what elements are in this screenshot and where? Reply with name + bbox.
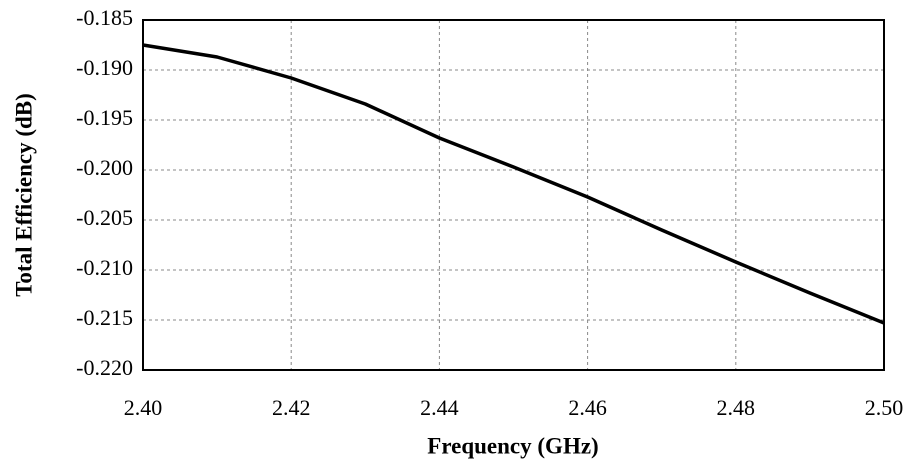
y-tick-label: -0.185	[76, 5, 133, 30]
y-tick-label: -0.215	[76, 305, 133, 330]
y-tick-label: -0.195	[76, 105, 133, 130]
x-tick-label: 2.50	[865, 395, 904, 420]
x-tick-label: 2.40	[124, 395, 163, 420]
y-tick-label: -0.205	[76, 205, 133, 230]
y-tick-label: -0.210	[76, 255, 133, 280]
data-line	[142, 43, 885, 325]
x-tick-label: 2.46	[568, 395, 607, 420]
y-tick-label: -0.190	[76, 55, 133, 80]
plot-frame	[142, 19, 885, 371]
x-tick-label: 2.48	[717, 395, 756, 420]
x-tick-label: 2.42	[272, 395, 311, 420]
y-axis-title: Total Efficiency (dB)	[11, 93, 36, 297]
x-axis-title: Frequency (GHz)	[427, 433, 598, 458]
y-tick-label: -0.220	[76, 355, 133, 380]
x-tick-label: 2.44	[420, 395, 459, 420]
y-tick-label: -0.200	[76, 155, 133, 180]
